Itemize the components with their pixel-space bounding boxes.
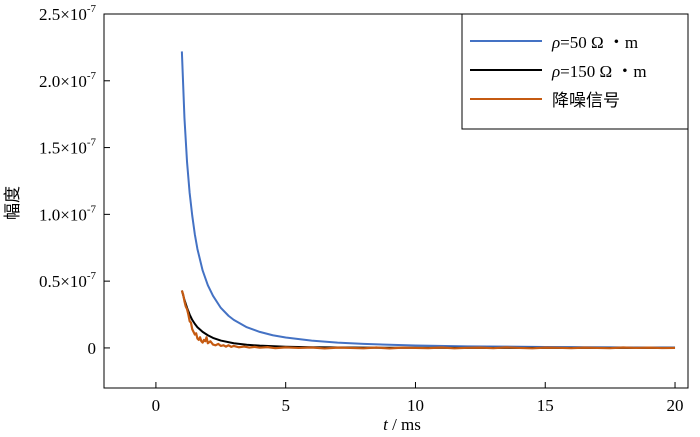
x-tick-label: 20 (667, 396, 684, 415)
legend-label-rho50: ρ=50 Ω ・m (551, 33, 638, 52)
legend-label-rho150: ρ=150 Ω ・m (551, 62, 647, 81)
legend: ρ=50 Ω ・m ρ=150 Ω ・m 降噪信号 (461, 13, 689, 130)
y-tick-label: 1.0×10-7 (39, 203, 97, 224)
series-line-rho50 (180, 51, 676, 349)
y-tick-label: 2.5×10-7 (39, 3, 97, 24)
x-tick-label: 5 (281, 396, 290, 415)
legend-label-denoised: 降噪信号 (552, 91, 620, 110)
legend-box (461, 13, 689, 130)
x-axis-label: t / ms (383, 415, 421, 434)
y-tick-label: 0.5×10-7 (39, 270, 97, 291)
y-tick-label: 1.5×10-7 (39, 137, 97, 158)
series-line-denoised (180, 290, 676, 350)
y-tick-label: 2.0×10-7 (39, 70, 97, 91)
x-tick-label: 0 (152, 396, 161, 415)
y-axis-label: 幅度 (3, 186, 22, 220)
series-line-rho150 (180, 290, 676, 349)
x-tick-label: 15 (537, 396, 554, 415)
y-axis-ticks: 0 0.5×10-7 1.0×10-7 1.5×10-7 2.0×10-7 2.5×10-… (39, 3, 110, 358)
y-tick-label: 0 (88, 339, 97, 358)
x-axis-ticks: 0 5 10 15 20 (152, 382, 684, 415)
plot-frame (103, 13, 689, 389)
series-lines (180, 51, 676, 350)
x-tick-label: 10 (407, 396, 424, 415)
